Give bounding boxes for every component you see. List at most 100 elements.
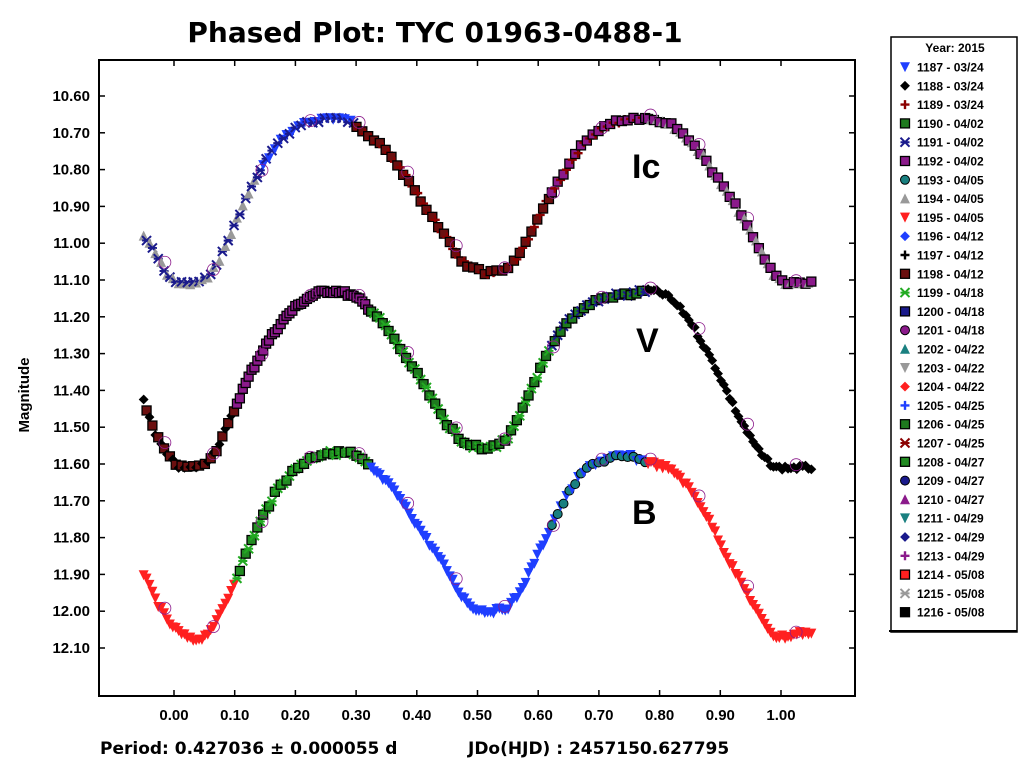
legend-marker	[899, 588, 911, 599]
data-point	[415, 196, 426, 207]
data-point	[427, 211, 438, 223]
legend-label: 1196 - 04/12	[917, 230, 984, 244]
y-tick-label: 11.40	[53, 382, 90, 399]
series-ic	[138, 108, 817, 290]
legend-marker	[900, 212, 910, 223]
data-point	[255, 347, 269, 361]
data-point	[707, 355, 718, 366]
data-point	[715, 540, 726, 551]
data-point	[789, 274, 803, 288]
legend-label: 1211 - 04/29	[917, 512, 984, 526]
data-point	[392, 160, 403, 171]
data-point	[415, 525, 426, 536]
data-point	[713, 535, 724, 546]
legend-marker	[900, 80, 910, 91]
legend-label: 1202 - 04/22	[917, 343, 985, 357]
data-point	[147, 420, 158, 431]
legend-marker	[900, 100, 910, 110]
legend-label: 1189 - 03/24	[917, 98, 984, 112]
data-point	[441, 566, 452, 577]
data-point	[701, 155, 712, 166]
data-point	[214, 439, 225, 450]
y-tick-label: 11.70	[53, 493, 90, 510]
y-tick-label: 10.80	[52, 162, 90, 179]
legend-title: Year: 2015	[925, 41, 985, 55]
data-point	[223, 593, 234, 604]
legend-label: 1199 - 04/18	[917, 286, 984, 300]
x-tick-label: 0.30	[341, 707, 370, 724]
data-point	[255, 163, 269, 177]
band-label-ic: Ic	[632, 148, 660, 186]
data-point	[352, 116, 366, 129]
legend-label: 1198 - 04/12	[917, 267, 984, 281]
y-tick-label: 10.90	[52, 198, 90, 215]
legend-marker	[899, 155, 911, 167]
data-point	[727, 561, 738, 572]
legend-marker	[900, 62, 910, 73]
legend-label: 1192 - 04/02	[917, 155, 984, 169]
data-point	[675, 472, 686, 483]
data-point	[541, 534, 552, 545]
legend-label: 1208 - 04/27	[917, 455, 985, 469]
data-point	[595, 121, 609, 135]
data-point	[412, 520, 423, 531]
data-point	[675, 301, 686, 312]
data-point	[141, 405, 152, 416]
y-axis: 10.60 10.70 10.80 10.90 11.00 11.10 11.20 11.30…	[52, 88, 855, 657]
data-point	[689, 140, 700, 151]
legend-marker	[899, 287, 911, 298]
data-point	[538, 540, 549, 551]
legend-label: 1216 - 05/08	[917, 606, 985, 620]
data-point	[258, 509, 269, 520]
legend-marker	[899, 118, 911, 129]
y-tick-label: 12.00	[52, 603, 90, 620]
data-point	[710, 526, 721, 537]
legend-label: 1194 - 04/05	[917, 192, 984, 206]
data-point	[677, 128, 689, 139]
data-point	[698, 507, 709, 518]
legend-marker	[899, 607, 911, 618]
x-tick-label: 1.00	[766, 707, 795, 724]
legend-marker	[899, 136, 911, 148]
x-tick-label: 0.40	[402, 707, 431, 724]
data-point	[644, 108, 657, 122]
data-point	[158, 436, 172, 450]
data-point	[395, 494, 406, 505]
data-point	[692, 489, 706, 503]
data-point	[759, 618, 770, 629]
x-tick-label: 0.10	[220, 707, 249, 724]
legend-marker	[900, 513, 910, 524]
legend-label: 1188 - 03/24	[917, 79, 984, 93]
legend-label: 1205 - 04/25	[917, 399, 985, 413]
legend-marker	[899, 569, 911, 580]
y-tick-label: 10.70	[52, 125, 90, 142]
data-point	[789, 458, 803, 472]
data-point	[730, 198, 741, 209]
data-point	[243, 543, 254, 554]
legend-marker	[899, 437, 911, 449]
data-point	[721, 552, 732, 563]
data-point	[689, 322, 700, 333]
data-point	[444, 236, 455, 248]
legend-label: 1203 - 04/22	[917, 361, 985, 375]
data-point	[546, 519, 560, 532]
data-point	[595, 290, 609, 304]
data-point	[753, 608, 764, 619]
data-point	[537, 203, 549, 214]
data-point	[226, 586, 237, 596]
data-point	[762, 453, 773, 464]
data-point	[234, 565, 246, 577]
data-point	[413, 188, 423, 198]
data-point	[226, 229, 237, 240]
data-point	[718, 181, 730, 192]
data-point	[683, 482, 694, 493]
data-point	[141, 573, 152, 584]
data-point	[765, 262, 776, 274]
data-point	[223, 417, 234, 429]
data-point	[220, 241, 231, 252]
data-point	[144, 579, 155, 590]
data-point	[252, 172, 263, 183]
data-point	[249, 530, 260, 541]
data-point	[741, 211, 754, 225]
